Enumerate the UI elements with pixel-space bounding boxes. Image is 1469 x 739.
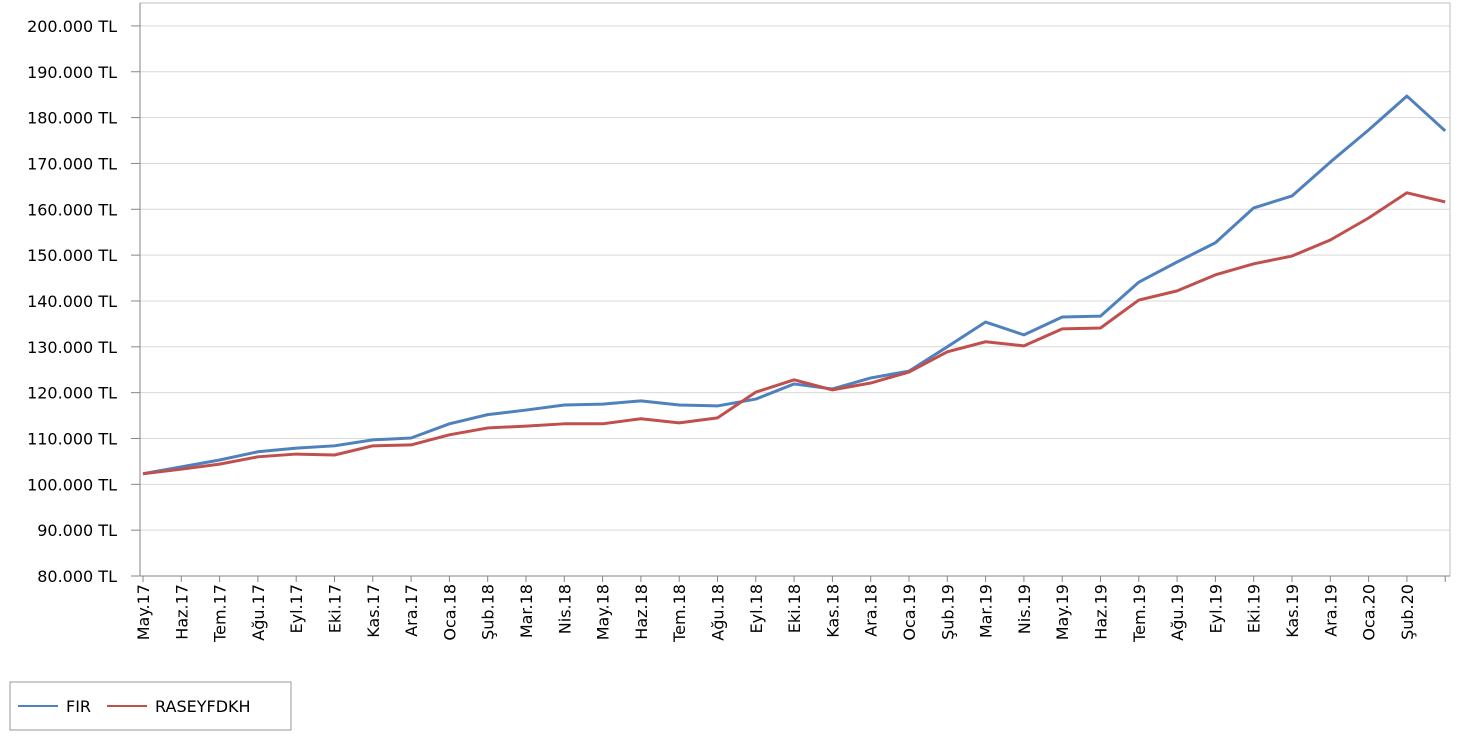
plot-border [139, 2, 1451, 577]
x-tick-label: Şub.20 [1398, 584, 1417, 640]
y-tick-label: 100.000 TL [27, 475, 117, 494]
x-tick-label: Ağu.17 [249, 584, 268, 641]
x-tick-label: May.17 [134, 584, 153, 640]
x-tick-label: Nis.18 [555, 584, 574, 634]
x-tick-label: Eyl.19 [1206, 584, 1225, 633]
y-tick-label: 190.000 TL [27, 63, 117, 82]
series-line [142, 94, 1447, 476]
x-tick-label: Mar.18 [517, 584, 536, 638]
x-tick-label: Oca.20 [1360, 584, 1379, 641]
x-tick-label: Haz.19 [1092, 584, 1111, 640]
x-tick-label: Ağu.19 [1168, 584, 1187, 641]
y-tick-label: 140.000 TL [27, 292, 117, 311]
x-tick-label: Kas.17 [364, 584, 383, 638]
x-tick-label: Eki.17 [326, 584, 345, 633]
x-tick-label: Eyl.18 [747, 584, 766, 633]
y-tick-label: 150.000 TL [27, 246, 117, 265]
x-tick-label: Nis.19 [1015, 584, 1034, 634]
x-tick-label: Eyl.17 [287, 584, 306, 633]
x-tick-label: Kas.18 [823, 584, 842, 638]
x-tick-label: Şub.19 [938, 584, 957, 640]
x-tick-label: Kas.19 [1283, 584, 1302, 638]
x-tick-label: Tem.19 [1130, 584, 1149, 643]
x-tick-label: Mar.19 [977, 584, 996, 638]
series-line [142, 191, 1446, 476]
y-tick-label: 170.000 TL [27, 154, 117, 173]
x-tick-label: Tem.17 [211, 584, 230, 643]
x-tick-label: Haz.17 [172, 584, 191, 640]
y-tick-label: 80.000 TL [37, 567, 117, 586]
x-tick-label: Ara.19 [1321, 584, 1340, 637]
x-tick-label: Tem.18 [670, 584, 689, 643]
y-tick-label: 90.000 TL [37, 521, 117, 540]
x-tick-label: Ağu.18 [709, 584, 728, 641]
x-tick-label: Eki.19 [1245, 584, 1264, 633]
y-tick-label: 200.000 TL [27, 17, 117, 36]
x-tick-label: Şub.18 [479, 584, 498, 640]
x-tick-label: May.18 [594, 584, 613, 640]
x-tick-label: Haz.18 [632, 584, 651, 640]
x-tick-label: May.19 [1053, 584, 1072, 640]
y-tick-label: 120.000 TL [27, 384, 117, 403]
x-tick-label: Ara.17 [402, 584, 421, 637]
y-tick-label: 130.000 TL [27, 338, 117, 357]
x-tick-label: Oca.18 [440, 584, 459, 641]
y-tick-label: 180.000 TL [27, 109, 117, 128]
y-tick-label: 110.000 TL [27, 429, 117, 448]
x-tick-label: Ara.18 [862, 584, 881, 637]
x-tick-label: Eki.18 [785, 584, 804, 633]
x-tick-label: Oca.19 [900, 584, 919, 641]
legend-label: RASEYFDKH [155, 697, 251, 716]
legend-label: FIR [66, 697, 91, 716]
y-tick-label: 160.000 TL [27, 200, 117, 219]
